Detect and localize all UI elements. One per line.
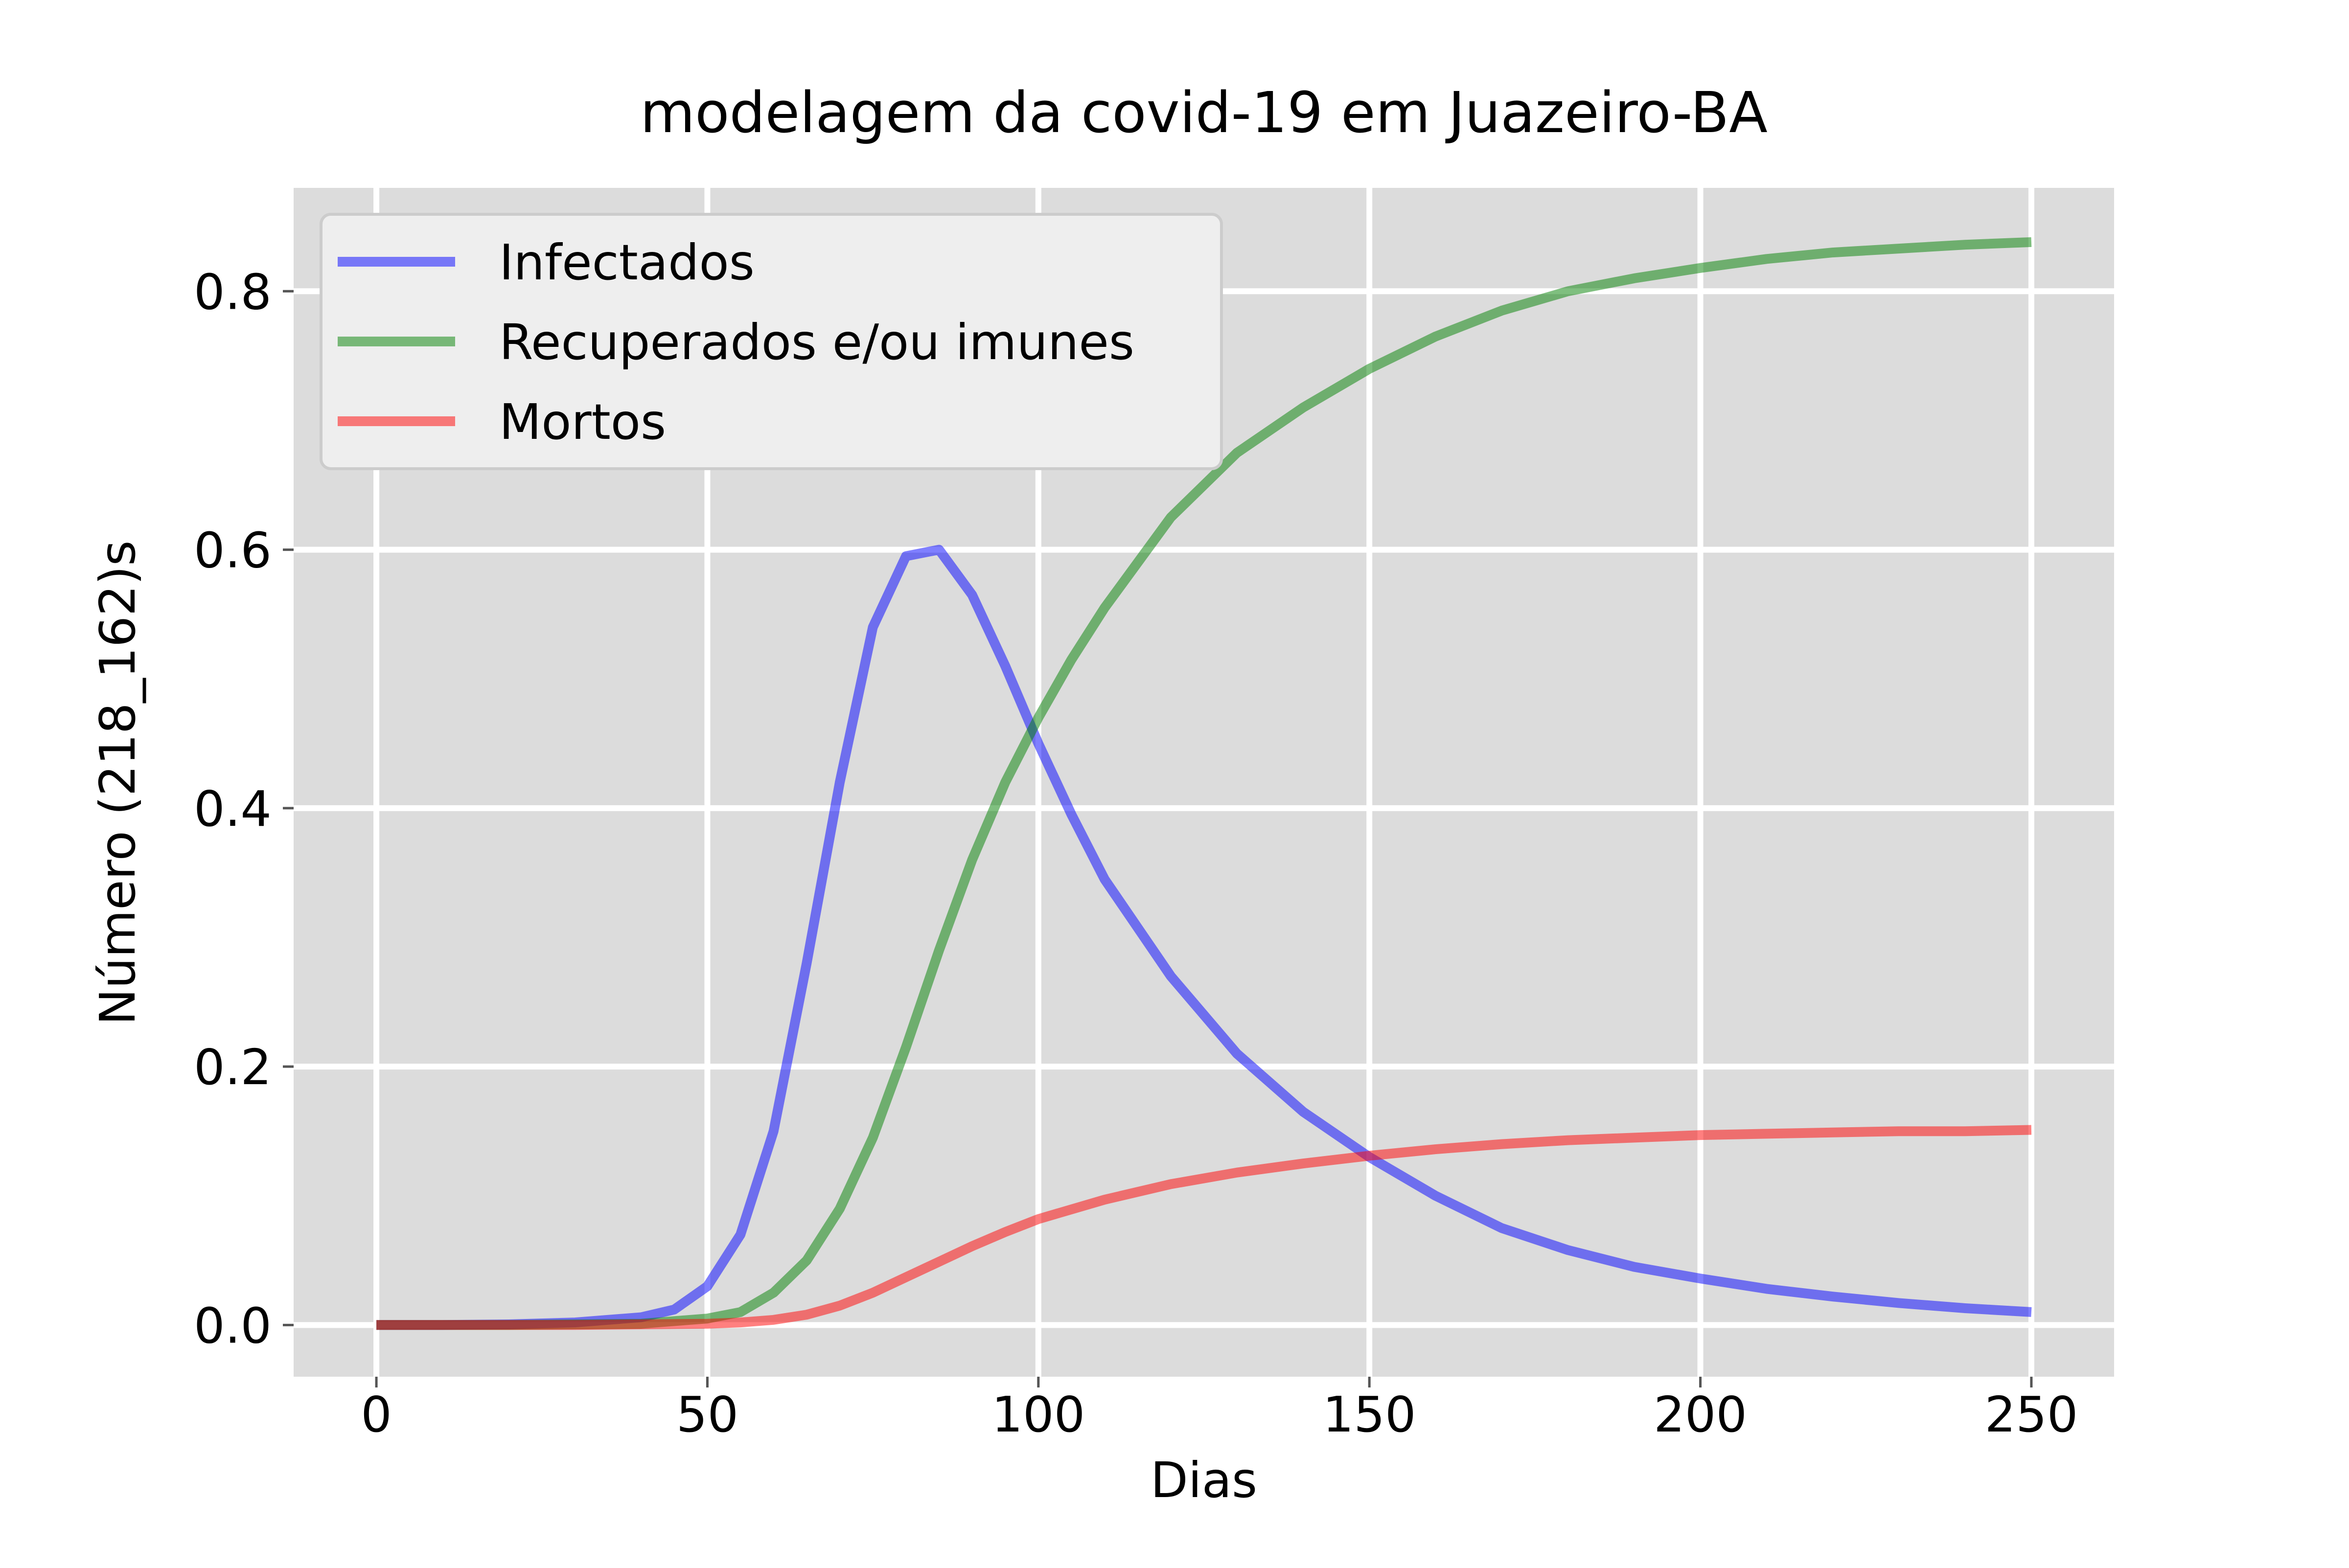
y-axis-label: Número (218_162)s	[89, 541, 146, 1025]
x-tick-label: 0	[361, 1386, 392, 1443]
x-tick-label: 150	[1323, 1386, 1416, 1443]
y-tick-label: 0.4	[194, 780, 272, 838]
y-tick-label: 0.2	[194, 1039, 272, 1096]
series-line-recuperados-e-ou-imunes	[376, 237, 2032, 1330]
legend-box	[320, 213, 1223, 470]
legend-label: Recuperados e/ou imunes	[499, 314, 1134, 371]
legend-label: Infectados	[499, 234, 755, 291]
series-line-infectados	[376, 545, 2032, 1330]
x-tick-label: 50	[676, 1386, 738, 1443]
chart-title: modelagem da covid-19 em Juazeiro-BA	[640, 80, 1768, 146]
x-tick-label: 250	[1984, 1386, 2078, 1443]
x-tick-label: 100	[991, 1386, 1085, 1443]
y-tick-label: 0.0	[194, 1297, 272, 1354]
series-line-mortos	[376, 1125, 2032, 1330]
series-lines	[376, 237, 2032, 1330]
y-axis: 0.0 0.2 0.4 0.6 0.8	[194, 263, 294, 1354]
x-axis-label: Dias	[1151, 1452, 1257, 1509]
y-tick-label: 0.8	[194, 263, 272, 320]
y-tick-label: 0.6	[194, 522, 272, 579]
legend-label: Mortos	[499, 393, 666, 451]
legend: Infectados Recuperados e/ou imunes Mortos	[320, 213, 1223, 470]
x-axis: 0 50 100 150 200 250	[361, 1377, 2078, 1443]
x-tick-label: 200	[1654, 1386, 1747, 1443]
